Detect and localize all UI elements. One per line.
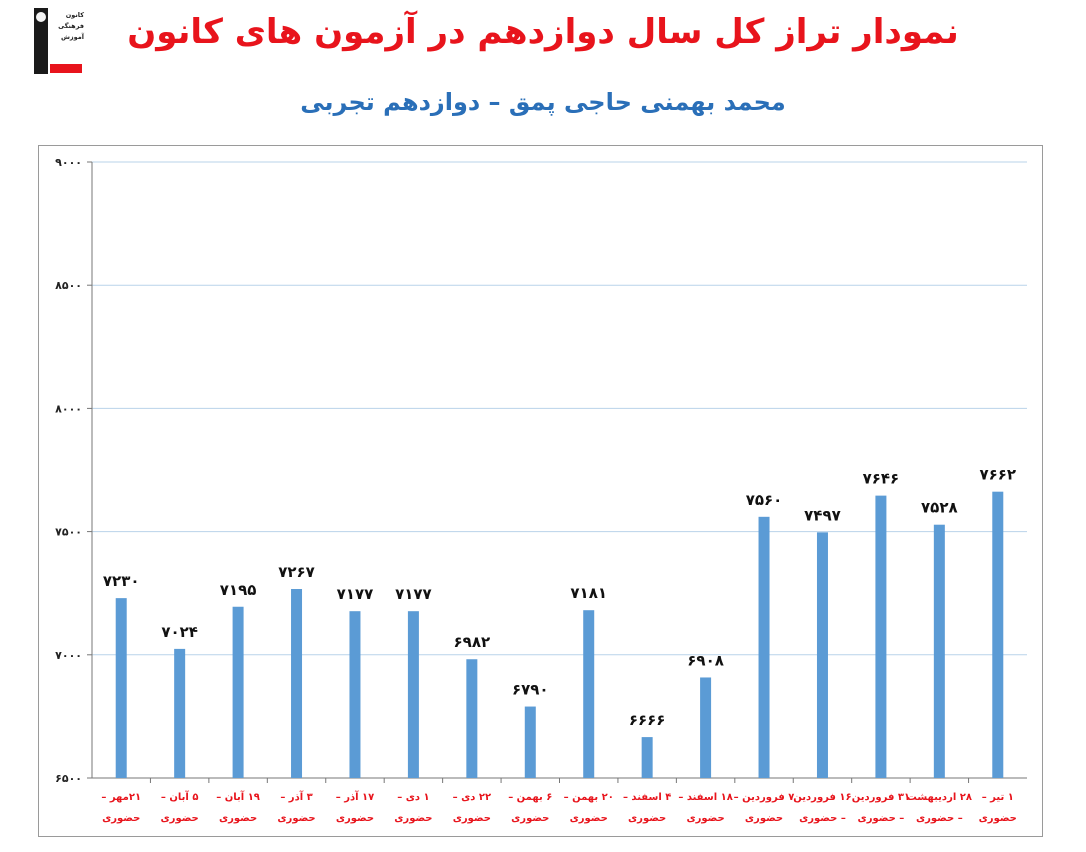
data-label: ۶۶۶۶: [629, 711, 666, 729]
x-tick-label: ۱۶ فروردین: [793, 792, 851, 803]
logo-line-1: کانون: [65, 11, 84, 19]
y-tick-label: ۸۵۰۰: [55, 279, 82, 292]
chart-frame: [38, 145, 1043, 837]
data-label: ۷۰۲۴: [161, 623, 198, 641]
x-tick-label: حضوری: [277, 813, 315, 824]
x-tick-label: حضوری: [570, 813, 608, 824]
data-label: ۶۹۸۲: [454, 633, 491, 651]
x-tick-label: – حضوری: [858, 813, 905, 824]
y-tick-label: ۷۰۰۰: [55, 649, 82, 662]
bar: [583, 610, 595, 778]
bar: [232, 606, 244, 778]
bar: [115, 598, 127, 778]
x-tick-label: حضوری: [979, 813, 1017, 824]
data-label: ۷۲۳۰: [103, 572, 140, 590]
x-tick-label: حضوری: [686, 813, 724, 824]
x-tick-label: حضوری: [511, 813, 549, 824]
x-tick-label: ۱ دی –: [397, 792, 429, 803]
data-label: ۷۶۶۲: [979, 466, 1016, 484]
bar: [291, 589, 303, 778]
x-tick-label: ۲۰ بهمن –: [564, 792, 614, 803]
chart-subtitle: محمد بهمنی حاجی پمق – دوازدهم تجربی: [300, 88, 786, 116]
bar: [816, 532, 828, 778]
y-tick-label: ۶۵۰۰: [55, 772, 82, 785]
x-tick-label: ۱ تیر –: [982, 792, 1014, 803]
x-tick-label: ۳ آذر –: [280, 790, 312, 803]
x-tick-label: حضوری: [628, 813, 666, 824]
x-tick-label: ۱۸ اسفند –: [678, 792, 733, 803]
bar: [466, 659, 478, 778]
x-tick-label: ۷ فروردین –: [734, 792, 795, 803]
data-label: ۷۴۹۷: [804, 506, 841, 524]
data-label: ۷۱۷۷: [395, 585, 432, 603]
y-tick-label: ۸۰۰۰: [55, 402, 82, 415]
x-tick-label: حضوری: [161, 813, 199, 824]
chart-title: نمودار تراز کل سال دوازدهم در آزمون های …: [127, 12, 959, 52]
logo-line-2: فرهنگی: [58, 22, 84, 30]
x-tick-label: – حضوری: [799, 813, 846, 824]
data-label: ۷۵۲۸: [921, 499, 958, 517]
x-tick-label: ۲۸ اردیبهشت: [907, 792, 972, 803]
bar: [641, 737, 653, 778]
data-label: ۷۶۴۶: [863, 470, 900, 488]
x-tick-label: ۱۹ آبان –: [216, 790, 260, 803]
bar: [407, 611, 419, 778]
x-tick-label: حضوری: [336, 813, 374, 824]
x-tick-label: حضوری: [219, 813, 257, 824]
bar: [875, 495, 887, 778]
x-tick-label: ۱۷ آذر –: [336, 790, 375, 803]
data-label: ۶۹۰۸: [687, 651, 724, 669]
x-tick-label: حضوری: [453, 813, 491, 824]
x-tick-label: ۵ آبان –: [161, 790, 199, 803]
y-tick-label: ۹۰۰۰: [55, 156, 82, 169]
bar: [524, 706, 536, 778]
x-tick-label: ۲۲ دی –: [453, 792, 491, 803]
bar: [933, 524, 945, 778]
logo-badge: [50, 64, 82, 73]
graduate-icon: [36, 12, 46, 22]
bar: [758, 516, 770, 778]
x-tick-label: ۶ بهمن –: [508, 792, 552, 803]
logo-line-3: آموزش: [60, 33, 84, 41]
bar: [174, 648, 186, 778]
bar: [349, 611, 361, 778]
x-tick-label: – حضوری: [916, 813, 963, 824]
data-label: ۷۱۸۱: [570, 584, 607, 602]
data-label: ۷۲۶۷: [278, 563, 315, 581]
bar: [700, 677, 712, 778]
x-tick-label: ۳۱ فروردین: [852, 792, 910, 803]
x-tick-label: حضوری: [394, 813, 432, 824]
data-label: ۶۷۹۰: [512, 681, 549, 699]
data-label: ۷۵۶۰: [746, 491, 783, 509]
x-tick-label: حضوری: [745, 813, 783, 824]
x-tick-label: حضوری: [102, 813, 140, 824]
data-label: ۷۱۹۵: [220, 581, 257, 599]
bar: [992, 491, 1004, 778]
data-label: ۷۱۷۷: [337, 585, 374, 603]
x-tick-label: ۴ اسفند –: [623, 792, 671, 803]
x-tick-label: ۲۱مهر –: [101, 792, 141, 803]
logo-text: کانون فرهنگی آموزش: [50, 10, 84, 43]
kanoon-logo: کانون فرهنگی آموزش: [34, 8, 84, 74]
y-tick-label: ۷۵۰۰: [55, 526, 82, 539]
logo-figure: [34, 8, 48, 74]
